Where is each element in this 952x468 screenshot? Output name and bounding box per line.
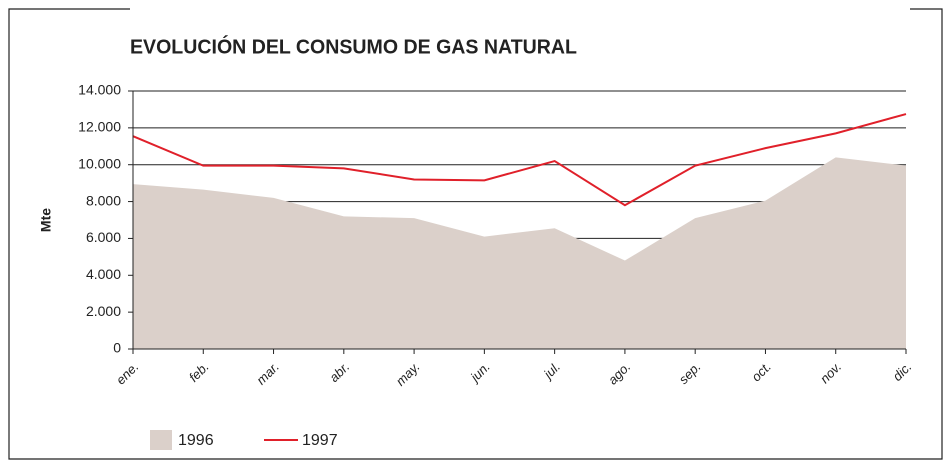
x-tick-label: dic. [890, 359, 915, 384]
y-tick-label: 8.000 [86, 192, 121, 208]
x-tick-label: ene. [113, 359, 142, 388]
y-tick-label: 10.000 [78, 155, 121, 171]
chart-title: EVOLUCIÓN DEL CONSUMO DE GAS NATURAL [130, 34, 577, 58]
y-tick-label: 4.000 [86, 266, 121, 282]
legend-label: 1996 [178, 432, 214, 449]
x-tick-label: sep. [676, 359, 704, 387]
frame [8, 8, 943, 460]
x-tick-label: abr. [326, 359, 352, 385]
x-tick-label: oct. [749, 359, 774, 384]
x-tick-label: feb. [186, 359, 212, 385]
x-tick-label: may. [393, 359, 423, 389]
y-tick-label: 14.000 [78, 82, 121, 98]
y-tick-label: 12.000 [78, 119, 121, 135]
line [132, 113, 907, 207]
y-tick-label: 2.000 [86, 303, 121, 319]
legend-swatch [150, 430, 172, 450]
x-tick-label: ago. [605, 359, 634, 388]
area [133, 157, 906, 349]
y-axis-label: Mte [38, 208, 54, 232]
legend-label: 1997 [302, 432, 338, 449]
y-tick-label: 6.000 [86, 229, 121, 245]
x-tick-label: jul. [539, 359, 563, 383]
y-tick-label: 0 [113, 340, 121, 356]
x-tick-label: nov. [817, 359, 844, 386]
x-tick-label: mar. [253, 359, 282, 388]
x-tick-label: jun. [466, 359, 493, 386]
